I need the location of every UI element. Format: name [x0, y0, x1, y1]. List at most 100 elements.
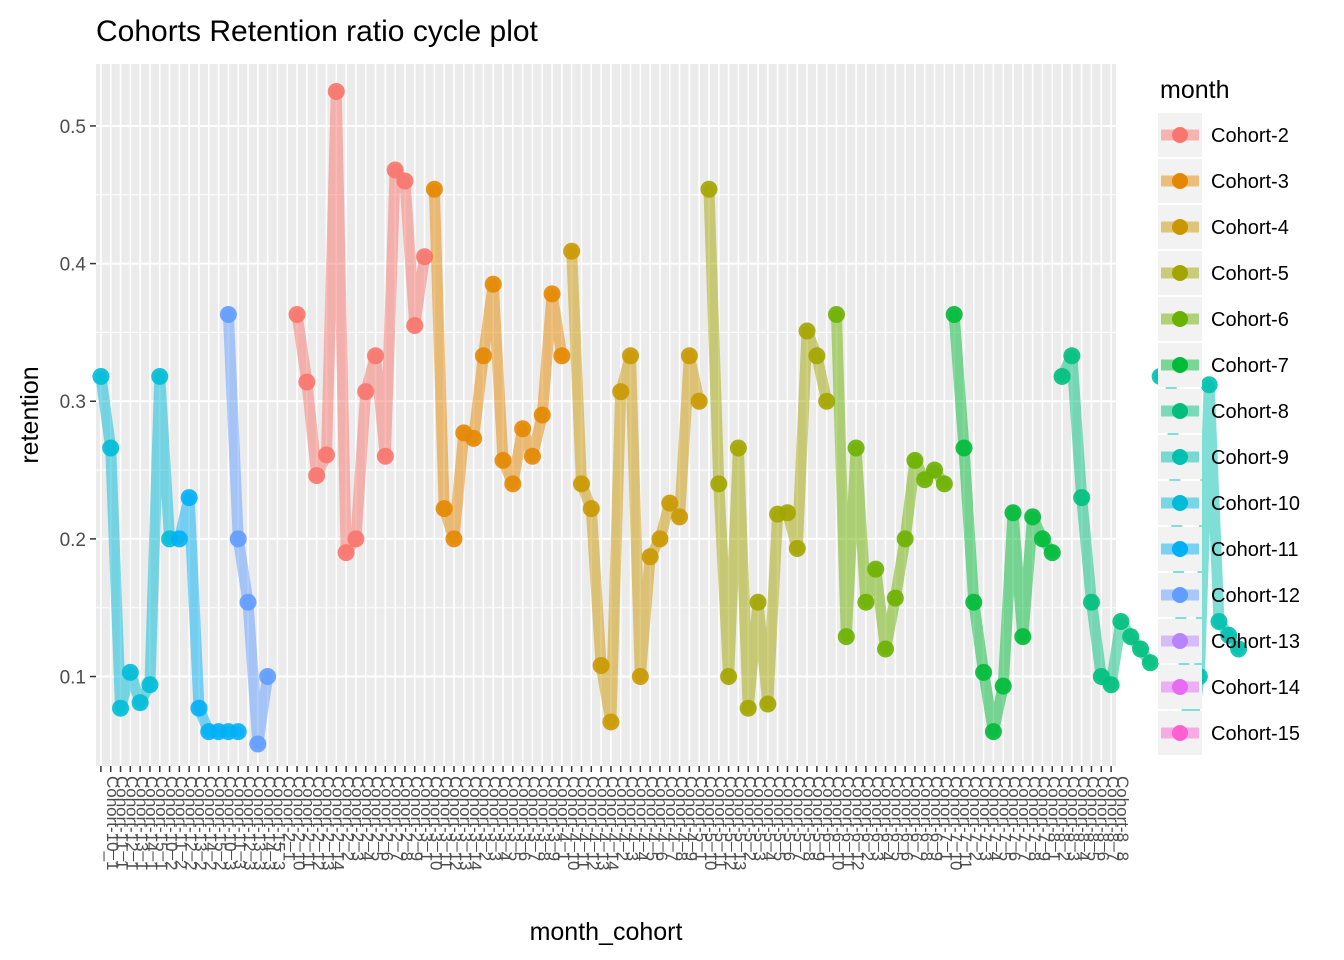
x-tick-label: Cohort-11_3 [230, 776, 249, 869]
data-point-cohort-9 [1200, 376, 1218, 394]
data-point-cohort-5 [739, 699, 757, 717]
data-point-cohort-12 [219, 306, 237, 324]
data-point-cohort-10 [131, 694, 149, 712]
data-point-cohort-12 [249, 735, 267, 753]
x-tick-label: Cohort-12_2 [181, 776, 200, 871]
data-point-cohort-7 [1033, 530, 1051, 548]
data-point-cohort-3 [445, 530, 463, 548]
x-tick-label: Cohort-4_12 [583, 776, 602, 871]
x-tick-label: Cohort-5_10 [701, 776, 720, 871]
data-point-cohort-5 [788, 540, 806, 558]
data-point-cohort-4 [671, 508, 689, 526]
data-point-cohort-6 [837, 628, 855, 646]
data-point-cohort-7 [984, 723, 1002, 741]
data-point-cohort-6 [926, 461, 944, 479]
legend-key-point [1172, 725, 1188, 741]
x-tick-label: Cohort-7_11 [956, 776, 975, 869]
data-point-cohort-3 [543, 285, 561, 303]
data-point-cohort-4 [563, 242, 581, 260]
data-point-cohort-3 [474, 347, 492, 365]
data-point-cohort-9 [1210, 612, 1228, 630]
x-tick-label: Cohort-3_1 [417, 776, 436, 861]
x-tick-label: Cohort-2_1 [279, 776, 298, 861]
x-tick-label: Cohort-6_4 [878, 776, 897, 861]
x-tick-label: Cohort-5_3 [750, 776, 769, 861]
x-tick-label: Cohort-14_2 [201, 776, 220, 871]
legend-key-point [1172, 265, 1188, 281]
legend-key-point [1172, 219, 1188, 235]
data-point-cohort-5 [818, 392, 836, 410]
data-point-cohort-7 [945, 306, 963, 324]
data-point-cohort-3 [425, 180, 443, 198]
x-tick-label: Cohort-10_2 [162, 776, 181, 871]
data-point-cohort-3 [435, 500, 453, 518]
x-tick-label: Cohort-8_6 [1093, 776, 1112, 861]
data-point-cohort-8 [1082, 593, 1100, 611]
data-point-cohort-8 [1112, 612, 1130, 630]
x-tick-label: Cohort-5_11 [711, 776, 730, 869]
x-tick-label: Cohort-2_8 [397, 776, 416, 861]
legend-label: Cohort-4 [1211, 217, 1289, 239]
data-point-cohort-4 [641, 548, 659, 566]
data-point-cohort-8 [1063, 347, 1081, 365]
x-tick-label: Cohort-6_1 [819, 776, 838, 861]
data-point-cohort-4 [612, 383, 630, 401]
x-tick-label: Cohort-4_6 [652, 776, 671, 861]
data-point-cohort-2 [416, 248, 434, 266]
legend-label: Cohort-3 [1211, 171, 1289, 193]
x-tick-label: Cohort-6_6 [897, 776, 916, 861]
data-point-cohort-4 [690, 392, 708, 410]
data-point-cohort-3 [553, 347, 571, 365]
x-tick-label: Cohort-5_8 [799, 776, 818, 861]
x-tick-label: Cohort-3_4 [495, 776, 514, 861]
data-point-cohort-6 [906, 451, 924, 469]
data-point-cohort-7 [975, 663, 993, 681]
legend-key-point [1172, 357, 1188, 373]
data-point-cohort-5 [778, 504, 796, 522]
x-tick-label: Cohort-10_1 [103, 776, 122, 871]
x-tick-label: Cohort-6_7 [907, 776, 926, 861]
data-point-cohort-6 [886, 589, 904, 607]
x-tick-label: Cohort-3_14 [466, 776, 485, 871]
x-tick-label: Cohort-4_9 [682, 776, 701, 861]
y-tick-label: 0.5 [60, 117, 86, 138]
data-point-cohort-7 [1024, 508, 1042, 526]
x-tick-label: Cohort-5_7 [789, 776, 808, 861]
data-point-cohort-4 [651, 530, 669, 548]
x-tick-label: Cohort-7_2 [966, 776, 985, 861]
data-point-cohort-9 [1230, 640, 1248, 658]
data-point-cohort-4 [622, 347, 640, 365]
x-tick-label: Cohort-2_4 [358, 776, 377, 861]
data-point-cohort-2 [386, 161, 404, 179]
x-tick-label: Cohort-2_9 [407, 776, 426, 861]
data-point-cohort-9 [1220, 626, 1238, 644]
x-tick-label: Cohort-11_1 [113, 776, 132, 869]
y-tick-label: 0.3 [60, 392, 86, 413]
data-point-cohort-3 [484, 275, 502, 293]
data-point-cohort-3 [523, 447, 541, 465]
data-point-cohort-4 [602, 713, 620, 731]
legend-label: Cohort-6 [1211, 309, 1289, 331]
x-tick-label: Cohort-2_12 [309, 776, 328, 871]
data-point-cohort-12 [229, 530, 247, 548]
data-point-cohort-5 [729, 439, 747, 457]
x-tick-label: Cohort-7_1 [937, 776, 956, 861]
x-tick-label: Cohort-13_1 [132, 776, 151, 871]
data-point-cohort-2 [367, 347, 385, 365]
chart-title: Cohorts Retention ratio cycle plot [96, 15, 539, 48]
x-tick-label: Cohort-3_7 [525, 776, 544, 861]
x-tick-label: Cohort-5_6 [780, 776, 799, 861]
x-tick-label: Cohort-3_6 [515, 776, 534, 861]
x-tick-label: Cohort-13_2 [191, 776, 210, 871]
x-tick-label: Cohort-7_9 [1035, 776, 1054, 861]
x-tick-label: Cohort-3_3 [485, 776, 504, 861]
legend-label: Cohort-2 [1211, 125, 1289, 147]
legend-label: Cohort-11 [1211, 539, 1298, 561]
data-point-cohort-6 [877, 640, 895, 658]
data-point-cohort-12 [259, 668, 277, 686]
data-point-cohort-6 [935, 475, 953, 493]
data-point-cohort-4 [631, 668, 649, 686]
x-tick-label: Cohort-5_4 [760, 776, 779, 861]
legend-label: Cohort-7 [1211, 355, 1289, 377]
y-tick-label: 0.2 [60, 530, 86, 551]
